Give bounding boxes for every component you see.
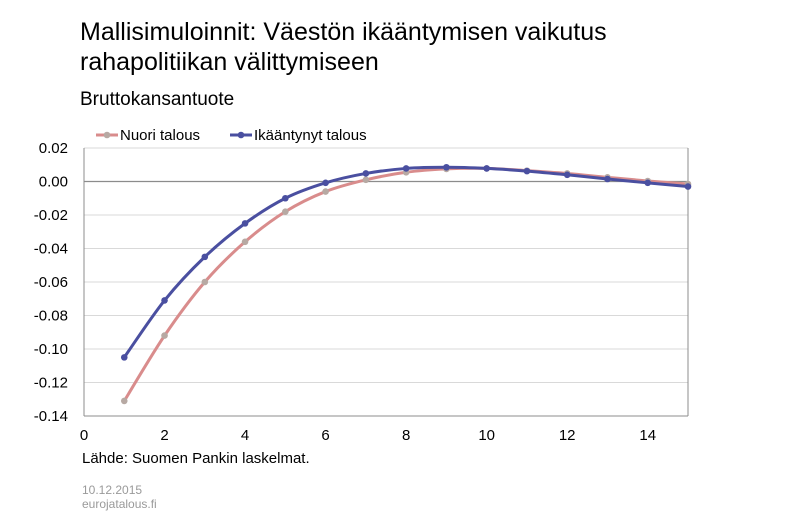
data-point-young [161,332,168,339]
series-aged [120,163,692,361]
series-line-young [122,166,690,403]
legend-marker-aged [237,131,245,139]
data-point-aged [483,165,490,172]
legend-label-aged: Ikääntynyt talous [254,127,367,144]
data-point-aged [241,220,249,227]
data-point-young [282,208,289,215]
series-line-aged [122,165,690,359]
x-tick-label: 10 [478,427,495,444]
axes: 0.02 0.00 -0.02 -0.04 -0.06 -0.08 -0.10 -0.12 -0… [34,140,689,444]
data-point-aged [161,297,168,304]
footer-date: 10.12.2015 [82,483,143,497]
data-point-aged [282,194,289,202]
legend-marker-young [103,131,111,139]
data-point-aged [362,170,370,177]
x-tick-label: 0 [80,427,88,444]
y-tick-label: 0.02 [39,140,68,157]
x-tick-label: 2 [160,427,168,444]
x-tick-label: 12 [559,427,576,444]
y-tick-label: -0.10 [34,341,68,358]
footer-site: eurojatalous.fi [82,497,157,511]
x-tick-label: 14 [639,427,656,444]
data-point-aged [523,167,531,175]
data-point-young [201,278,209,286]
data-point-aged [563,171,571,179]
series-layer [120,163,692,405]
y-tick-label: 0.00 [39,174,68,191]
chart-title: Mallisimuloinnit: Väestön ikääntymisen v… [80,18,607,76]
x-tick-label: 4 [241,427,249,444]
x-tick-label: 6 [321,427,329,444]
y-tick-label: -0.12 [34,375,68,392]
y-tick-label: -0.06 [34,274,68,291]
data-point-aged [402,165,410,172]
y-tick-label: -0.02 [34,207,68,224]
series-young [120,165,692,405]
grid [84,147,688,417]
chart-subtitle: Bruttokansantuote [80,89,235,110]
data-point-young [322,188,329,195]
data-point-aged [120,354,128,361]
legend-item-aged: Ikääntynyt talous [230,127,367,144]
y-tick-label: -0.04 [34,241,68,258]
data-point-young [241,238,249,246]
y-tick-label: -0.08 [34,308,68,325]
data-point-young [362,176,370,184]
data-point-aged [201,253,209,261]
legend: Nuori talous Ikääntynyt talous [96,127,367,144]
data-point-aged [604,175,611,183]
x-tick-label: 8 [402,427,410,444]
legend-label-young: Nuori talous [120,127,200,144]
data-point-aged [644,179,652,187]
data-point-aged [684,183,692,190]
footer: 10.12.2015 eurojatalous.fi [82,483,157,511]
y-tick-label: -0.14 [34,408,68,425]
data-point-aged [322,179,329,187]
data-point-young [120,397,128,405]
source-note: Lähde: Suomen Pankin laskelmat. [82,450,310,467]
data-point-aged [443,163,450,171]
legend-item-young: Nuori talous [96,127,200,144]
